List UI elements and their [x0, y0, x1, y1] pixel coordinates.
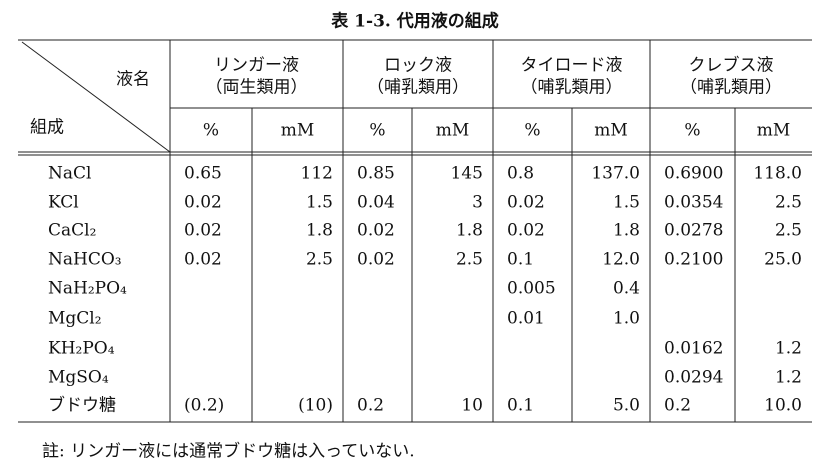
- cell: 10.0: [764, 396, 802, 416]
- cell: 2.5: [456, 250, 483, 270]
- group-note: （両生類用）: [206, 78, 308, 98]
- corner-diagonal: [21, 41, 171, 153]
- cell: 0.02: [507, 221, 545, 241]
- row-label: MgCl₂: [48, 309, 102, 329]
- cell: 0.2: [664, 396, 691, 416]
- cell: 0.0278: [664, 221, 723, 241]
- cell: 0.02: [357, 250, 395, 270]
- cell: 118.0: [753, 164, 802, 184]
- footnote: 註: リンガー液には通常ブドウ糖は入っていない.: [42, 441, 415, 462]
- group-name: ロック液: [384, 56, 452, 76]
- cell: 0.8: [507, 164, 534, 184]
- cell: 0.005: [507, 279, 556, 299]
- cell: 112: [301, 164, 333, 184]
- cell: 1.0: [613, 309, 640, 329]
- group-name: タイロード液: [521, 56, 623, 76]
- cell: 10: [461, 396, 483, 416]
- cell: 0.2100: [664, 250, 723, 270]
- group-name: リンガー液: [214, 56, 299, 76]
- cell: 0.85: [357, 164, 395, 184]
- group-note: （哺乳類用）: [367, 78, 469, 98]
- cell: 0.02: [184, 221, 222, 241]
- cell: 0.0162: [664, 339, 723, 359]
- cell: 0.0354: [664, 193, 723, 213]
- cell: 0.1: [507, 250, 534, 270]
- subheader: mM: [281, 121, 315, 141]
- row-label: ブドウ糖: [48, 395, 116, 416]
- subheader: %: [369, 121, 385, 141]
- cell: 1.8: [306, 221, 333, 241]
- cell: 0.01: [507, 309, 545, 329]
- group-name: クレブス液: [689, 55, 774, 76]
- row-label: CaCl₂: [48, 221, 96, 241]
- row-label: NaH₂PO₄: [48, 279, 127, 299]
- cell: 137.0: [591, 164, 640, 184]
- subheader: mM: [757, 121, 791, 141]
- cell: 0.02: [357, 221, 395, 241]
- cell: 2.5: [775, 221, 802, 241]
- cell: 0.02: [507, 193, 545, 213]
- cell: 0.65: [184, 164, 222, 184]
- table-title: 表 1-3. 代用液の組成: [331, 11, 498, 32]
- row-label: NaCl: [48, 164, 91, 184]
- cell: 0.0294: [664, 368, 723, 388]
- cell: (0.2): [184, 396, 224, 416]
- subheader: %: [524, 121, 540, 141]
- row-label: KH₂PO₄: [48, 339, 115, 359]
- cell: 1.2: [775, 368, 802, 388]
- cell: 3: [472, 193, 483, 213]
- cell: 1.8: [613, 221, 640, 241]
- subheader: %: [684, 121, 700, 141]
- cell: 0.6900: [664, 164, 723, 184]
- corner-bottom: 組成: [30, 118, 64, 138]
- subheader: %: [203, 121, 219, 141]
- cell: 0.02: [184, 193, 222, 213]
- cell: (10): [298, 396, 333, 416]
- cell: 0.2: [357, 396, 384, 416]
- group-note: （哺乳類用）: [521, 78, 623, 98]
- group-note: （哺乳類用）: [680, 78, 782, 98]
- cell: 2.5: [306, 250, 333, 270]
- cell: 1.8: [456, 221, 483, 241]
- cell: 12.0: [602, 250, 640, 270]
- subheader: mM: [436, 121, 470, 141]
- cell: 1.5: [613, 193, 640, 213]
- cell: 0.02: [184, 250, 222, 270]
- row-label: MgSO₄: [48, 368, 109, 388]
- row-label: KCl: [48, 193, 79, 213]
- cell: 0.04: [357, 193, 395, 213]
- cell: 2.5: [775, 193, 802, 213]
- corner-top: 液名: [116, 70, 150, 90]
- cell: 5.0: [613, 396, 640, 416]
- row-label: NaHCO₃: [48, 250, 122, 270]
- cell: 0.4: [613, 279, 640, 299]
- cell: 145: [451, 164, 483, 184]
- subheader: mM: [594, 121, 628, 141]
- cell: 1.2: [775, 339, 802, 359]
- cell: 25.0: [764, 250, 802, 270]
- cell: 1.5: [306, 193, 333, 213]
- cell: 0.1: [507, 396, 534, 416]
